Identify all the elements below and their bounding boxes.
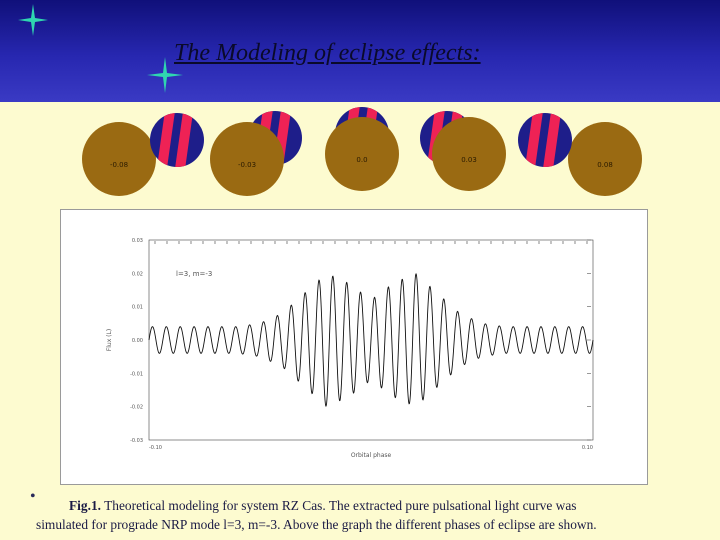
four-point-star-icon — [18, 4, 48, 36]
caption-line-2: simulated for prograde NRP mode l=3, m=-… — [36, 517, 597, 532]
phase-label: 0.08 — [597, 161, 613, 169]
slide-header: The Modeling of eclipse effects: — [0, 0, 720, 102]
y-tick-label: 0.03 — [132, 238, 143, 244]
x-axis-ticks: -0.10 0.10 — [149, 445, 593, 451]
series-line — [148, 272, 594, 408]
primary-star: 0.0 — [325, 117, 399, 191]
eclipse-phase: 0.0 — [325, 107, 399, 191]
x-axis-label: Orbital phase — [351, 452, 392, 459]
phase-label: 0.0 — [356, 156, 367, 164]
eclipse-phase: -0.03 — [210, 111, 302, 196]
legend-text: l=3, m=-3 — [176, 270, 212, 278]
phase-label: 0.03 — [461, 156, 477, 164]
light-curve-panel: 0.03 0.02 0.01 0.00 -0.01 -0.02 -0.03 -0.10 0.1… — [60, 209, 648, 485]
phase-label: -0.08 — [110, 161, 128, 169]
y-axis-ticks: 0.03 0.02 0.01 0.00 -0.01 -0.02 -0.03 — [130, 238, 591, 444]
y-tick-label: 0.00 — [132, 338, 143, 344]
figure-caption: Fig.1. Theoretical modeling for system R… — [36, 496, 716, 534]
eclipse-phase: -0.08 — [82, 113, 204, 196]
y-axis-label: Flux (L) — [106, 329, 113, 351]
x-tick-label: -0.10 — [149, 445, 162, 451]
four-point-star-icon — [147, 57, 183, 93]
primary-star: 0.08 — [568, 122, 642, 196]
caption-text-1: Theoretical modeling for system RZ Cas. … — [101, 498, 577, 513]
caption-figure-label: Fig.1. — [69, 498, 101, 513]
pulsating-star — [150, 113, 204, 167]
slide-title: The Modeling of eclipse effects: — [174, 40, 481, 66]
primary-star: 0.03 — [432, 117, 506, 191]
y-tick-label: 0.01 — [132, 305, 143, 311]
bullet-icon: • — [30, 488, 36, 505]
y-tick-label: -0.03 — [130, 438, 143, 444]
light-curve-chart: 0.03 0.02 0.01 0.00 -0.01 -0.02 -0.03 -0.10 0.1… — [106, 238, 594, 459]
x-tick-label: 0.10 — [582, 445, 593, 451]
phase-label: -0.03 — [238, 161, 256, 169]
top-dash-ticks — [154, 241, 588, 244]
eclipse-phases-svg: -0.08 -0.03 0.0 0.03 0.08 — [82, 107, 642, 196]
eclipse-phase: 0.08 — [518, 113, 642, 196]
y-tick-label: -0.01 — [130, 371, 143, 377]
caption-line-1: Fig.1. Theoretical modeling for system R… — [36, 496, 716, 515]
pulsating-star — [518, 113, 572, 167]
primary-star: -0.03 — [210, 122, 284, 196]
eclipse-phase: 0.03 — [420, 111, 506, 191]
y-tick-label: -0.02 — [130, 405, 143, 411]
primary-star: -0.08 — [82, 122, 156, 196]
y-tick-label: 0.02 — [132, 271, 143, 277]
